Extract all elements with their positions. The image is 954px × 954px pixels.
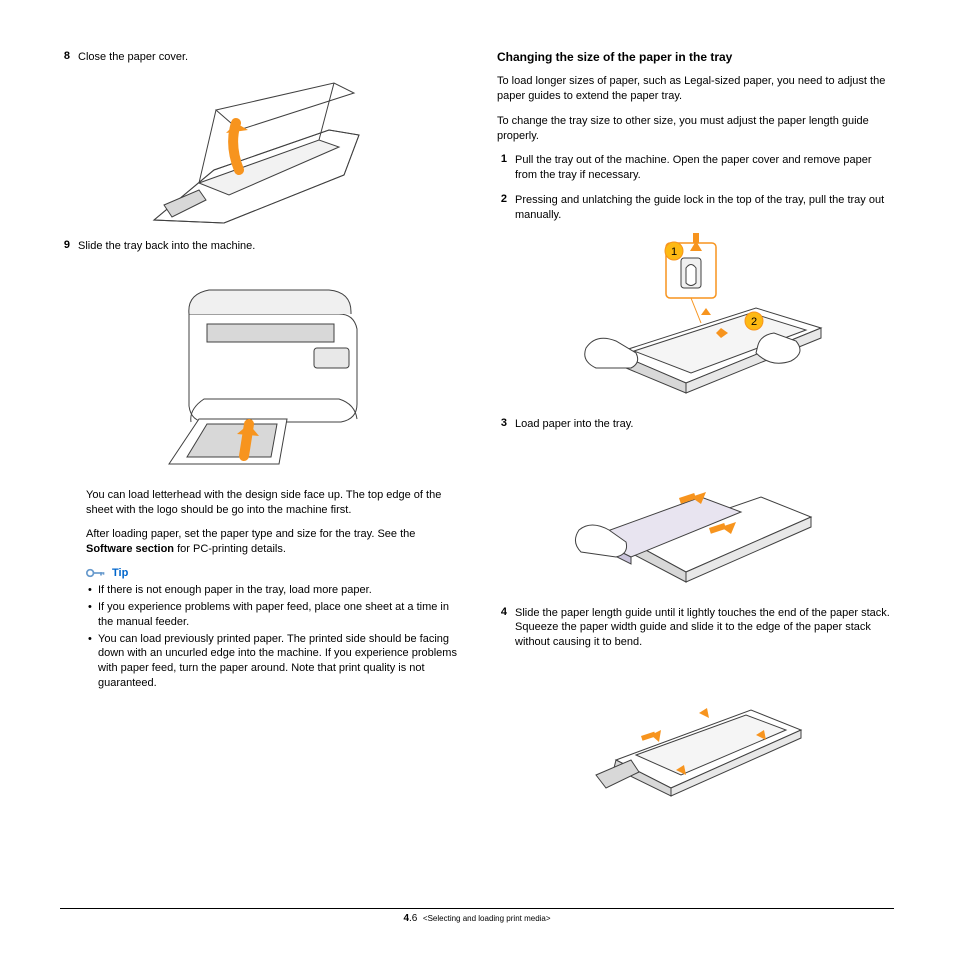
step-8: 8 Close the paper cover. — [60, 50, 457, 65]
step-text: Slide the tray back into the machine. — [78, 239, 457, 254]
step-2: 2 Pressing and unlatching the guide lock… — [497, 193, 894, 223]
step-number: 4 — [497, 606, 515, 651]
software-note: After loading paper, set the paper type … — [86, 527, 457, 557]
letterhead-note: You can load letterhead with the design … — [86, 488, 457, 518]
tip-item: If there is not enough paper in the tray… — [86, 583, 457, 598]
tip-item: You can load previously printed paper. T… — [86, 632, 457, 691]
step-1: 1 Pull the tray out of the machine. Open… — [497, 153, 894, 183]
intro-2: To change the tray size to other size, y… — [497, 114, 894, 144]
step-number: 3 — [497, 417, 515, 432]
step-number: 9 — [60, 239, 78, 254]
figure-close-cover — [60, 75, 457, 225]
tip-item: If you experience problems with paper fe… — [86, 600, 457, 630]
tip-block: Tip If there is not enough paper in the … — [86, 567, 457, 691]
step-text: Load paper into the tray. — [515, 417, 894, 432]
step-9: 9 Slide the tray back into the machine. — [60, 239, 457, 254]
key-icon — [86, 567, 106, 579]
figure-load-paper — [497, 442, 894, 592]
intro-1: To load longer sizes of paper, such as L… — [497, 74, 894, 104]
text-pre: After loading paper, set the paper type … — [86, 528, 415, 540]
page-footer: 4.6 <Selecting and loading print media> — [60, 908, 894, 924]
chapter-title: <Selecting and loading print media> — [423, 914, 551, 923]
step-text: Close the paper cover. — [78, 50, 457, 65]
callout-1: 1 — [670, 246, 676, 258]
software-section-bold: Software section — [86, 543, 174, 555]
left-column: 8 Close the paper cover. — [60, 50, 457, 880]
step-text: Pull the tray out of the machine. Open t… — [515, 153, 894, 183]
step-3: 3 Load paper into the tray. — [497, 417, 894, 432]
page-number-minor: .6 — [409, 913, 417, 924]
step-number: 2 — [497, 193, 515, 223]
tip-label: Tip — [112, 567, 128, 579]
figure-adjust-guides — [497, 660, 894, 800]
tip-list: If there is not enough paper in the tray… — [86, 583, 457, 691]
section-heading: Changing the size of the paper in the tr… — [497, 50, 894, 64]
text-post: for PC-printing details. — [174, 543, 286, 555]
right-column: Changing the size of the paper in the tr… — [497, 50, 894, 880]
tip-header: Tip — [86, 567, 457, 579]
callout-2: 2 — [750, 316, 756, 328]
figure-insert-tray — [60, 264, 457, 474]
step-4: 4 Slide the paper length guide until it … — [497, 606, 894, 651]
step-number: 1 — [497, 153, 515, 183]
figure-unlatch-guide: 1 2 — [497, 233, 894, 403]
step-number: 8 — [60, 50, 78, 65]
step-text: Pressing and unlatching the guide lock i… — [515, 193, 894, 223]
step-text: Slide the paper length guide until it li… — [515, 606, 894, 651]
